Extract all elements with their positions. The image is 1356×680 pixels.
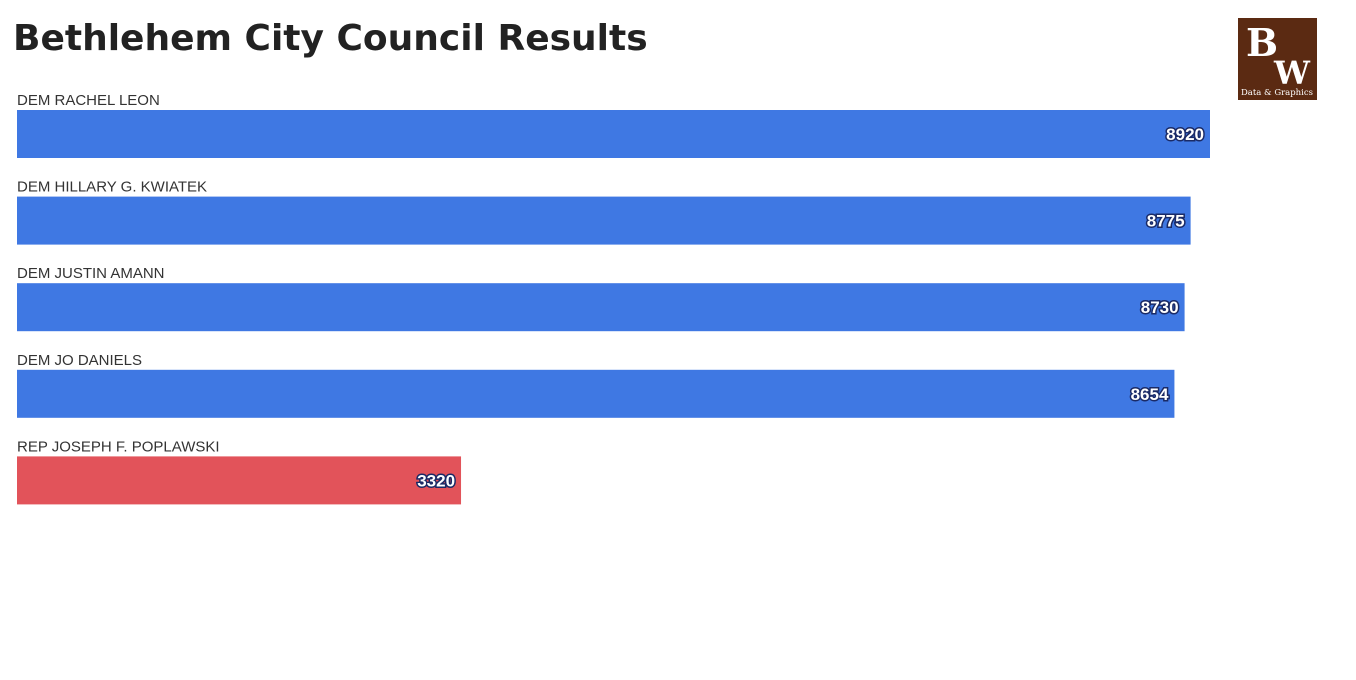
value-label: 3320	[417, 471, 455, 490]
chart-title: Bethlehem City Council Results	[13, 18, 648, 59]
value-label: 8775	[1147, 212, 1185, 231]
bar	[17, 196, 1191, 245]
bar	[17, 110, 1210, 158]
category-label: DEM RACHEL LEON	[17, 92, 160, 109]
category-label: DEM JUSTIN AMANN	[17, 265, 165, 282]
bar	[17, 369, 1175, 418]
category-label: DEM JO DANIELS	[17, 352, 142, 369]
logo-letter: W	[1273, 54, 1311, 92]
logo-caption: Data & Graphics	[1241, 88, 1313, 98]
value-label: 8730	[1141, 298, 1179, 317]
value-label: 8654	[1131, 385, 1169, 404]
logo: B W Data & Graphics	[1238, 18, 1317, 100]
bar	[17, 456, 462, 505]
category-label: REP JOSEPH F. POPLAWSKI	[17, 438, 220, 455]
logo-background	[1238, 18, 1317, 100]
logo-letter: B	[1246, 20, 1278, 65]
category-label: DEM HILLARY G. KWIATEK	[17, 179, 207, 196]
bar	[17, 283, 1185, 332]
value-label: 8920	[1166, 125, 1204, 144]
